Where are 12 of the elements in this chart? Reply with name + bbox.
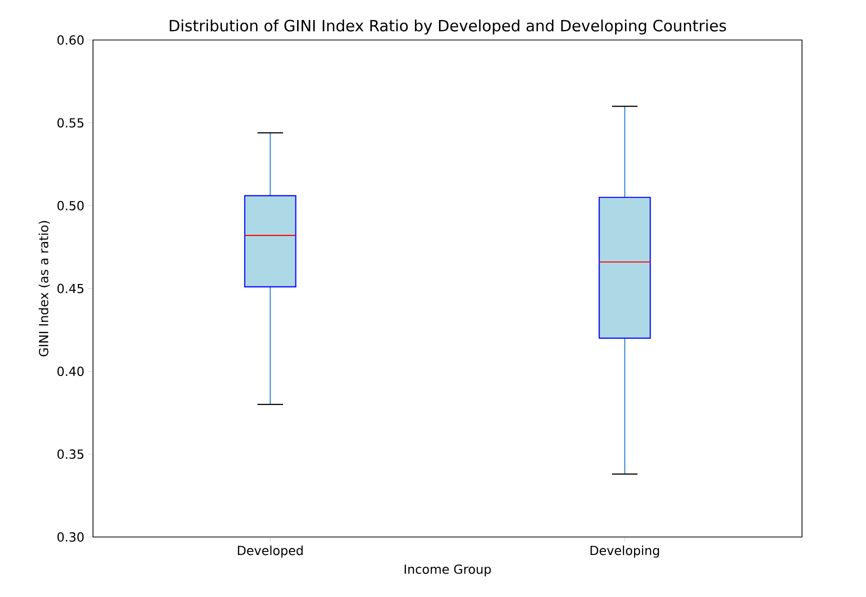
- y-tick-label: 0.30: [57, 532, 84, 542]
- y-tick-label: 0.40: [57, 366, 84, 376]
- y-tick-label: 0.55: [57, 118, 84, 128]
- x-axis-title: Income Group: [404, 564, 491, 576]
- y-tick-label: 0.35: [57, 449, 84, 459]
- y-tick-label: 0.60: [57, 35, 84, 45]
- chart-title: Distribution of GINI Index Ratio by Developed and Developing Countries: [170, 19, 726, 34]
- x-tick-label: Developed: [238, 546, 303, 558]
- x-tick-label: Developing: [590, 546, 660, 558]
- y-tick-label: 0.50: [57, 200, 84, 210]
- y-axis-title: GINI Index (as a ratio): [38, 221, 50, 356]
- y-tick-label: 0.45: [57, 284, 84, 294]
